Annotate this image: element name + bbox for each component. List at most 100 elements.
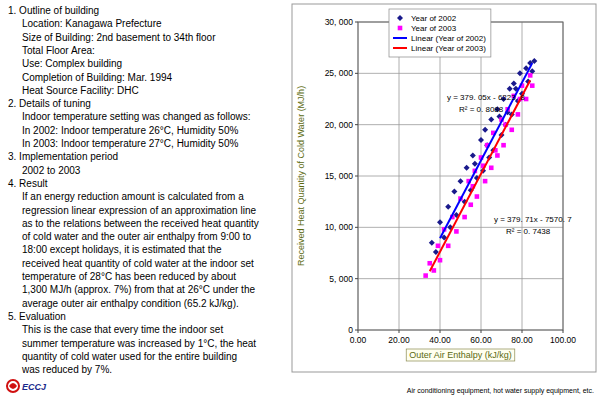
section-line: Heat Source Facility: DHC <box>22 85 139 96</box>
section-line: regression linear expression of an appro… <box>22 205 256 216</box>
grid-line <box>358 176 563 177</box>
scatter-point <box>464 165 470 171</box>
scatter-point <box>528 73 533 78</box>
scatter-point <box>437 219 443 225</box>
scatter-point <box>462 215 467 220</box>
scatter-point <box>458 178 464 184</box>
grid-line <box>358 124 563 125</box>
grid-line <box>440 22 441 330</box>
trend-line <box>440 63 532 238</box>
section-heading: 5. Evaluation <box>8 311 66 322</box>
section-line: average outer air enthalpy condition (65… <box>22 298 239 309</box>
y-tick-label: 25, 000 <box>325 68 354 78</box>
annotation: y = 379. 05x - 6223. 8 <box>447 93 525 102</box>
tick-mark <box>355 176 358 177</box>
section-line: was reduced by 7%. <box>21 364 112 375</box>
annotation: R² = 0. 7438 <box>506 227 551 236</box>
legend-label: Linear (Year of 2002) <box>411 34 486 43</box>
section-line: received heat quantity of cold water at … <box>22 258 254 269</box>
x-tick-label: 40.00 <box>429 335 451 345</box>
y-tick-label: 10, 000 <box>325 222 354 232</box>
section-line: of cold water and the outer air enthalpy… <box>22 231 251 242</box>
legend-swatch <box>398 26 403 31</box>
tick-mark <box>563 330 564 333</box>
legend-swatch <box>393 47 407 49</box>
background <box>0 0 600 399</box>
grid-line <box>399 22 400 330</box>
logo-icon <box>9 383 17 389</box>
scatter-point <box>482 127 488 133</box>
section-heading: 2. Details of tuning <box>8 98 91 109</box>
x-axis-label: Outer Air Enthalpy (kJ/kg) <box>409 350 512 360</box>
tick-mark <box>440 330 441 333</box>
scatter-point <box>495 153 500 158</box>
scatter-point <box>432 268 437 273</box>
tick-mark <box>399 330 400 333</box>
trend-line <box>430 80 530 271</box>
section-line: In 2002: Indoor temperature 26°C, Humidi… <box>22 125 238 136</box>
section-line: as to the relations between the received… <box>22 218 259 229</box>
section-line: summer temperature was increased by 1°C,… <box>22 338 256 349</box>
scatter-point <box>454 229 459 234</box>
slide: 1. Outline of building Location: Kanagawa… <box>0 0 600 399</box>
tick-mark <box>355 227 358 228</box>
legend: Year of 2002Year of 2003Linear (Year of … <box>389 9 491 57</box>
y-tick-label: 5, 000 <box>329 274 353 284</box>
y-axis-label: Received Heat Quantity of Cold Water (MJ… <box>296 86 306 266</box>
section-line: Completion of Building: Mar. 1994 <box>22 72 173 83</box>
scatter-point <box>489 165 494 170</box>
tick-mark <box>358 330 359 333</box>
legend-swatch <box>393 37 407 39</box>
scatter-point <box>516 112 521 117</box>
section-line: quantity of cold water used for the enti… <box>22 351 237 362</box>
scatter-point <box>472 161 478 167</box>
section-line: Use: Complex building <box>22 58 122 69</box>
x-tick-label: 20.00 <box>388 335 410 345</box>
plot-area <box>358 22 563 330</box>
tick-mark <box>355 278 358 279</box>
section-line: Size of Building: 2nd basement to 34th f… <box>22 32 216 43</box>
logo: ECCJ <box>7 380 47 392</box>
marks <box>423 58 537 278</box>
scatter-point <box>438 258 443 263</box>
scatter-point <box>509 128 514 133</box>
section-heading: 3. Implementation period <box>8 151 118 162</box>
scatter-point <box>445 204 451 210</box>
y-tick-label: 0 <box>348 325 353 335</box>
tick-mark <box>355 22 358 23</box>
section-line: Location: Kanagawa Prefecture <box>22 18 162 29</box>
scatter-point <box>468 202 473 207</box>
scatter-point <box>483 179 488 184</box>
x-axis-label-box <box>406 349 515 361</box>
logo-icon <box>7 380 19 392</box>
x-tick-label: 100.00 <box>550 335 576 345</box>
legend-swatch <box>397 15 403 21</box>
chart-frame <box>292 4 596 372</box>
section-heading: 1. Outline of building <box>8 5 99 16</box>
scatter-point <box>475 194 480 199</box>
scatter-point <box>530 83 535 88</box>
scatter-point <box>446 244 451 249</box>
x-tick-label: 80.00 <box>511 335 533 345</box>
x-tick-label: 60.00 <box>470 335 492 345</box>
section-heading: 4. Result <box>8 178 48 189</box>
section-line: 1,300 MJ/h (approx. 7%) from that at 26°… <box>22 284 255 295</box>
y-tick-label: 30, 000 <box>325 17 354 27</box>
scatter-point <box>427 261 432 266</box>
scatter-point <box>423 273 428 278</box>
scatter-point <box>511 81 517 87</box>
section-line: 18:00 except holidays, it is estimated t… <box>22 244 222 255</box>
annotation: y = 379. 71x - 7570. 7 <box>494 215 572 224</box>
y-tick-label: 20, 000 <box>325 120 354 130</box>
footer: Air conditioning equipment, hot water su… <box>407 387 594 395</box>
section-line: 2002 to 2003 <box>22 165 81 176</box>
scatter-point <box>478 137 484 143</box>
legend-label: Year of 2003 <box>411 24 457 33</box>
scatter-point <box>470 152 476 158</box>
scatter-point <box>488 117 494 123</box>
legend-label: Year of 2002 <box>411 14 457 23</box>
section-line: temperature of 28°C has been reduced by … <box>22 271 236 282</box>
legend-box <box>389 9 491 57</box>
grid-line <box>522 22 523 330</box>
scatter-point <box>451 188 457 194</box>
